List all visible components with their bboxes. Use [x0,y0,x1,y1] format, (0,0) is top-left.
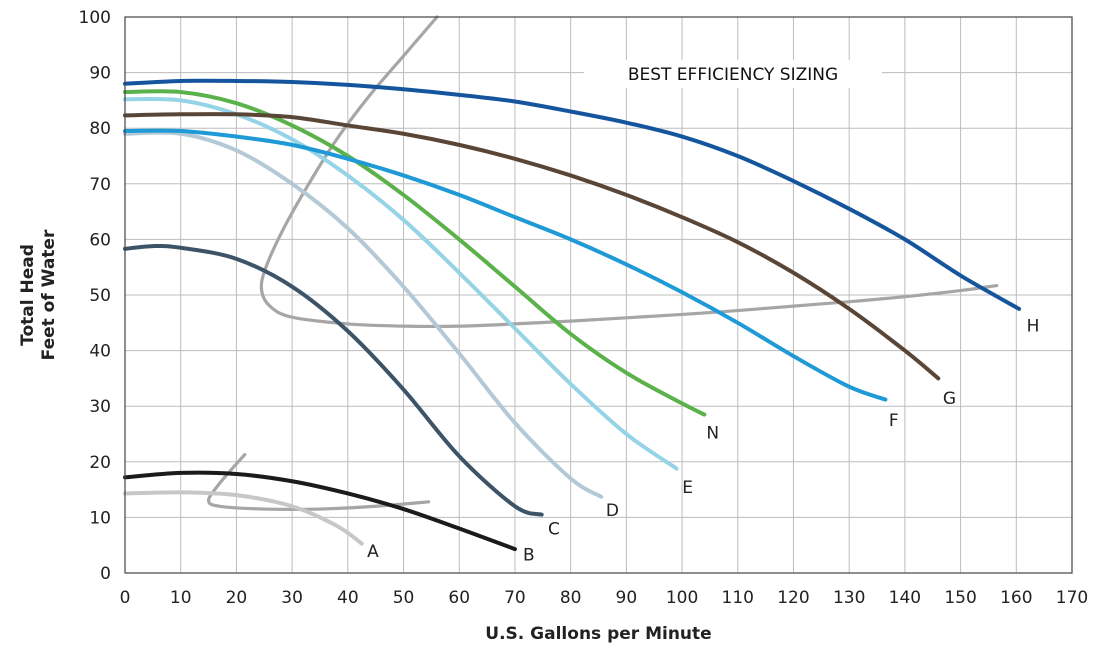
y-tick-labels: 0 10 20 30 40 50 60 70 80 90 100 [79,8,111,584]
curve-label-n: N [706,423,719,443]
y-axis-title-line: Total Head [18,244,38,346]
curve-labels: A BC D E N F G H [367,317,1039,566]
x-tick-label: 20 [226,588,248,608]
pump-curve-c [123,243,544,517]
x-tick-label: 120 [777,588,809,608]
curve-label-e: E [682,478,693,498]
curve-label-c: C [548,520,560,540]
pump-curve-a [123,490,364,546]
x-tick-label: 130 [833,588,865,608]
pump-curve-e [123,96,679,471]
x-tick-label: 170 [1056,588,1088,608]
x-tick-label: 160 [1000,588,1032,608]
curve-label-a: A [367,542,379,562]
pump-curve-b [123,470,517,552]
y-tick-label: 0 [100,564,111,584]
x-tick-label: 30 [281,588,303,608]
y-tick-label: 60 [89,230,111,250]
y-tick-label: 50 [89,286,111,306]
curve-label-b: B [523,546,535,566]
y-tick-label: 100 [79,8,111,28]
x-tick-label: 100 [666,588,698,608]
annotation-box: BEST EFFICIENCY SIZING [584,60,882,88]
y-tick-label: 70 [89,175,111,195]
y-axis-title: Total HeadFeet of Water [18,229,59,360]
y-tick-label: 80 [89,119,111,139]
x-tick-label: 10 [170,588,192,608]
curve-label-f: F [889,411,899,431]
pump-curves [123,78,1022,552]
pump-curve-d [123,130,604,499]
efficiency-boundary-line [259,15,999,329]
y-tick-label: 10 [89,508,111,528]
x-tick-label: 90 [616,588,638,608]
x-tick-label: 80 [560,588,582,608]
x-tick-label: 110 [722,588,754,608]
plot-frame [124,16,1073,574]
x-tick-label: 150 [944,588,976,608]
annotation-background [584,60,882,88]
x-axis-title: U.S. Gallons per Minute [485,624,711,644]
pump-curve-g [123,112,941,381]
pump-curve-n [123,89,707,417]
y-tick-label: 30 [89,397,111,417]
curve-label-h: H [1027,317,1040,337]
x-tick-label: 140 [889,588,921,608]
y-tick-label: 90 [89,64,111,84]
y-tick-label: 40 [89,342,111,362]
y-tick-label: 20 [89,453,111,473]
annotation-text: BEST EFFICIENCY SIZING [628,65,838,85]
x-tick-label: 0 [120,588,131,608]
y-axis-title-line: Feet of Water [39,229,59,360]
efficiency-boundary-line [206,452,431,512]
x-tick-labels: 0 10 20 30 40 50 60 70 80 90 100 110 120 130 140 150 160… [120,588,1089,608]
pump-curve-f [123,128,888,402]
x-tick-label: 50 [393,588,415,608]
x-tick-label: 60 [448,588,470,608]
pump-curve-h [123,78,1022,311]
curve-label-d: D [606,501,619,521]
x-tick-label: 40 [337,588,359,608]
efficiency-boundary-curves [206,15,999,512]
x-tick-label: 70 [504,588,526,608]
curve-label-g: G [943,389,956,409]
